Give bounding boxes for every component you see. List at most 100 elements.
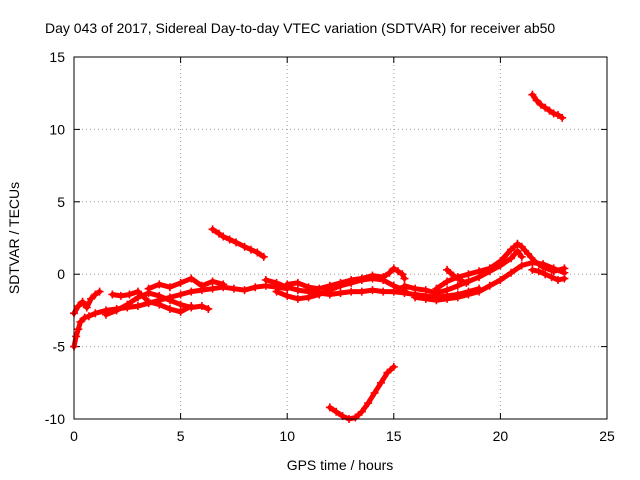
- data-point-marker: [293, 286, 302, 295]
- data-point-marker: [530, 257, 539, 266]
- data-point-marker: [513, 247, 522, 256]
- data-point-marker: [101, 310, 110, 319]
- data-point-marker: [389, 264, 398, 273]
- x-axis-label: GPS time / hours: [287, 457, 394, 473]
- data-point-marker: [432, 284, 441, 293]
- data-point-marker: [165, 283, 174, 292]
- data-point-marker: [507, 254, 516, 263]
- series-track-i: [283, 264, 409, 293]
- y-tick-label: 15: [49, 49, 65, 65]
- data-point-marker: [539, 262, 548, 271]
- data-point-marker: [534, 267, 543, 276]
- data-point-marker: [272, 287, 281, 296]
- data-point-marker: [155, 280, 164, 289]
- data-point-marker: [453, 293, 462, 302]
- data-point-marker: [232, 238, 241, 247]
- series-track-d: [108, 287, 196, 316]
- data-point-marker: [176, 278, 185, 287]
- data-point-marker: [558, 113, 567, 122]
- data-point-marker: [283, 280, 292, 289]
- data-point-marker: [123, 300, 132, 309]
- data-point-marker: [261, 275, 270, 284]
- data-point-marker: [259, 252, 268, 261]
- data-point-marker: [462, 278, 471, 287]
- data-point-marker: [176, 300, 185, 309]
- data-point-marker: [293, 294, 302, 303]
- data-point-marker: [240, 242, 249, 251]
- data-point-marker: [187, 287, 196, 296]
- data-point-marker: [421, 286, 430, 295]
- x-tick-label: 5: [177, 428, 185, 444]
- data-point-marker: [485, 264, 494, 273]
- data-point-marker: [197, 302, 206, 311]
- data-point-marker: [524, 249, 533, 258]
- data-point-marker: [95, 287, 104, 296]
- data-point-marker: [208, 277, 217, 286]
- data-point-marker: [528, 90, 537, 99]
- data-point-marker: [187, 274, 196, 283]
- data-point-marker: [549, 109, 558, 118]
- data-point-marker: [80, 313, 89, 322]
- y-tick-label: -5: [53, 339, 66, 355]
- data-point-marker: [336, 278, 345, 287]
- data-point-marker: [475, 287, 484, 296]
- data-point-marker: [528, 265, 537, 274]
- series-track-m: [432, 239, 569, 293]
- data-point-marker: [385, 268, 394, 277]
- data-point-marker: [507, 245, 516, 254]
- data-point-marker: [357, 274, 366, 283]
- data-point-marker: [133, 302, 142, 311]
- data-point-marker: [560, 274, 569, 283]
- data-point-marker: [464, 270, 473, 279]
- data-point-marker: [91, 309, 100, 318]
- data-point-marker: [357, 287, 366, 296]
- data-point-marker: [165, 304, 174, 313]
- data-point-marker: [187, 302, 196, 311]
- data-point-marker: [125, 290, 134, 299]
- data-point-marker: [225, 235, 234, 244]
- data-point-marker: [453, 281, 462, 290]
- data-point-marker: [455, 275, 464, 284]
- data-point-marker: [219, 280, 228, 289]
- data-point-marker: [293, 278, 302, 287]
- data-point-marker: [133, 287, 142, 296]
- data-point-marker: [76, 317, 85, 326]
- data-point-marker: [87, 294, 96, 303]
- data-point-marker: [443, 265, 452, 274]
- data-point-marker: [464, 290, 473, 299]
- data-point-marker: [443, 286, 452, 295]
- data-point-marker: [204, 304, 213, 313]
- data-point-marker: [541, 103, 550, 112]
- data-point-marker: [475, 267, 484, 276]
- data-point-marker: [84, 312, 93, 321]
- data-point-marker: [229, 284, 238, 293]
- data-point-marker: [116, 291, 125, 300]
- data-point-marker: [214, 229, 223, 238]
- data-point-marker: [411, 284, 420, 293]
- data-point-marker: [549, 267, 558, 276]
- data-point-marker: [389, 362, 398, 371]
- data-point-marker: [368, 286, 377, 295]
- data-point-marker: [383, 368, 392, 377]
- data-point-marker: [496, 257, 505, 266]
- series-track-e: [144, 274, 228, 293]
- data-point-marker: [379, 287, 388, 296]
- data-point-marker: [513, 239, 522, 248]
- data-point-marker: [144, 284, 153, 293]
- data-point-marker: [507, 268, 516, 277]
- data-point-marker: [517, 252, 526, 261]
- data-point-marker: [553, 275, 562, 284]
- series-track-n: [443, 265, 471, 287]
- data-point-marker: [219, 232, 228, 241]
- y-tick-label: 10: [49, 121, 65, 137]
- data-point-marker: [553, 110, 562, 119]
- data-point-marker: [272, 278, 281, 287]
- data-point-marker: [246, 245, 255, 254]
- data-point-marker: [74, 302, 83, 311]
- data-point-marker: [443, 277, 452, 286]
- x-tick-label: 0: [70, 428, 78, 444]
- data-point-marker: [536, 100, 545, 109]
- data-point-marker: [532, 96, 541, 105]
- data-point-marker: [379, 273, 388, 282]
